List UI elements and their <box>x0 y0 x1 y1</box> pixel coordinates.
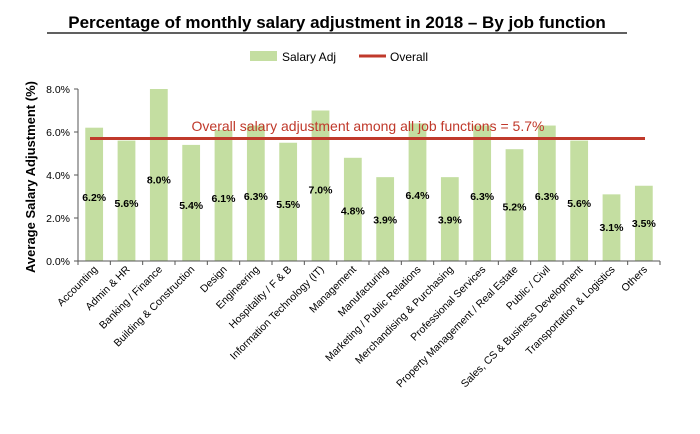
bar <box>149 89 168 261</box>
x-tick-label: Others <box>619 264 650 295</box>
data-label: 5.5% <box>276 199 301 211</box>
data-label: 5.6% <box>115 198 140 210</box>
bars <box>85 89 653 262</box>
legend-swatch-salary-adj <box>250 51 277 61</box>
bar <box>602 194 621 261</box>
y-axis: 0.0% 2.0% 4.0% 6.0% 8.0% <box>46 84 79 268</box>
bar <box>570 140 589 261</box>
bar <box>473 125 492 261</box>
data-label: 5.2% <box>503 202 528 214</box>
legend-label-salary-adj: Salary Adj <box>282 50 336 64</box>
bar <box>246 125 265 261</box>
data-label: 6.2% <box>82 192 107 204</box>
bar <box>376 177 395 261</box>
bar <box>343 157 362 261</box>
data-label: 5.4% <box>179 200 204 212</box>
bar <box>408 123 427 262</box>
bar <box>311 110 330 261</box>
x-tick-label: Design <box>198 264 230 296</box>
bar <box>214 129 233 261</box>
bar <box>85 127 104 261</box>
y-tick-label: 0.0% <box>46 256 70 268</box>
y-tick-label: 6.0% <box>46 127 70 139</box>
bar <box>440 177 459 261</box>
data-labels: 6.2% 5.6% 8.0% 5.4% 6.1% 6.3% 5.5% 7.0% 4.8% 3.9%… <box>82 175 656 234</box>
data-label: 3.9% <box>373 214 398 226</box>
data-label: 6.4% <box>406 190 431 202</box>
data-label: 7.0% <box>309 184 334 196</box>
data-label: 6.3% <box>470 191 495 203</box>
data-label: 3.1% <box>600 222 625 234</box>
y-tick-label: 8.0% <box>46 84 70 96</box>
bar <box>182 144 201 261</box>
data-label: 3.9% <box>438 214 463 226</box>
bar <box>279 142 298 261</box>
data-label: 3.5% <box>632 218 657 230</box>
bar <box>505 149 524 261</box>
data-label: 4.8% <box>341 206 366 218</box>
bar <box>634 185 653 261</box>
data-label: 6.3% <box>535 191 560 203</box>
chart-title: Percentage of monthly salary adjustment … <box>68 13 606 32</box>
y-axis-label: Average Salary Adjustment (%) <box>23 81 38 273</box>
overall-annotation: Overall salary adjustment among all job … <box>192 118 545 134</box>
data-label: 6.3% <box>244 191 269 203</box>
data-label: 5.6% <box>567 198 592 210</box>
bar <box>537 125 556 261</box>
legend: Salary Adj Overall <box>250 50 428 64</box>
bar <box>117 140 136 261</box>
y-tick-label: 4.0% <box>46 170 70 182</box>
y-tick-label: 2.0% <box>46 213 70 225</box>
data-label: 8.0% <box>147 175 172 187</box>
data-label: 6.1% <box>212 193 237 205</box>
legend-label-overall: Overall <box>390 50 428 64</box>
